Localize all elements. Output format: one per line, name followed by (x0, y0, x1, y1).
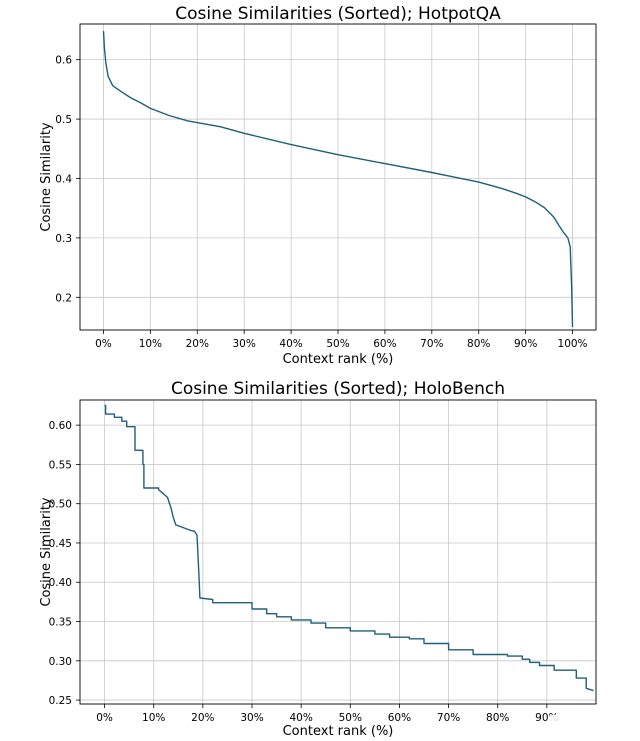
chart-title: Cosine Similarities (Sorted); HotpotQA (175, 4, 501, 24)
series-line (104, 404, 594, 692)
axes-frame (79, 23, 597, 331)
y-tick-label: 0.35 (49, 617, 72, 629)
x-tick-label: 50% (326, 338, 349, 350)
axes-frame (79, 399, 597, 705)
y-tick-label: 0.55 (49, 459, 72, 471)
chart-1: 0% 10% 20% 30% 40% 50% 60% 70% 80% 90% 100% 0.2 0.3 0… (39, 4, 597, 367)
y-tick-label: 0.2 (55, 292, 72, 304)
series-line (102, 31, 574, 328)
x-tick-label: 90% (514, 338, 537, 350)
x-tick-label: 70% (420, 338, 443, 350)
y-tick-label: 0.25 (49, 695, 72, 707)
x-tick-label: 40% (289, 712, 312, 724)
x-axis-label: Context rank (%) (283, 352, 394, 367)
x-tick-label: 10% (142, 712, 165, 724)
y-tick-label: 0.3 (55, 233, 72, 245)
x-tick-label: 20% (186, 338, 209, 350)
x-tick-label: 60% (373, 338, 396, 350)
x-tick-label: 0% (95, 338, 112, 350)
x-tick-label: 30% (240, 712, 263, 724)
y-tick-label: 0.6 (55, 55, 72, 67)
x-tick-label: 0% (96, 712, 113, 724)
x-tick-label: 30% (233, 338, 256, 350)
chart-title: Cosine Similarities (Sorted); HoloBench (171, 379, 505, 399)
y-tick-label: 0.4 (55, 173, 72, 185)
x-tick-label: 100% (558, 338, 588, 350)
x-tick-label: 70% (437, 712, 460, 724)
y-tick-label: 0.60 (49, 420, 72, 432)
x-tick-label: 80% (467, 338, 490, 350)
plot-area (80, 400, 596, 704)
y-axis-label: Cosine Similarity (39, 497, 54, 607)
x-axis-label: Context rank (%) (283, 724, 394, 739)
x-tick-label: 40% (279, 338, 302, 350)
y-tick-label: 0.30 (49, 656, 72, 668)
x-tick-label: 80% (486, 712, 509, 724)
x-tick-label: 20% (191, 712, 214, 724)
y-tick-label: 0.50 (49, 499, 72, 511)
y-tick-label: 0.45 (49, 538, 72, 550)
x-tick-label: 10% (139, 338, 162, 350)
y-axis-label: Cosine Similarity (39, 122, 54, 232)
x-tick-label: 60% (388, 712, 411, 724)
x-tick-label: 50% (339, 712, 362, 724)
y-tick-label: 0.40 (49, 577, 72, 589)
y-tick-label: 0.5 (55, 114, 72, 126)
chart-2: 0% 10% 20% 30% 40% 50% 60% 70% 80% 90%0.250.300.3… (39, 379, 597, 739)
watermark-overlay (548, 715, 634, 737)
